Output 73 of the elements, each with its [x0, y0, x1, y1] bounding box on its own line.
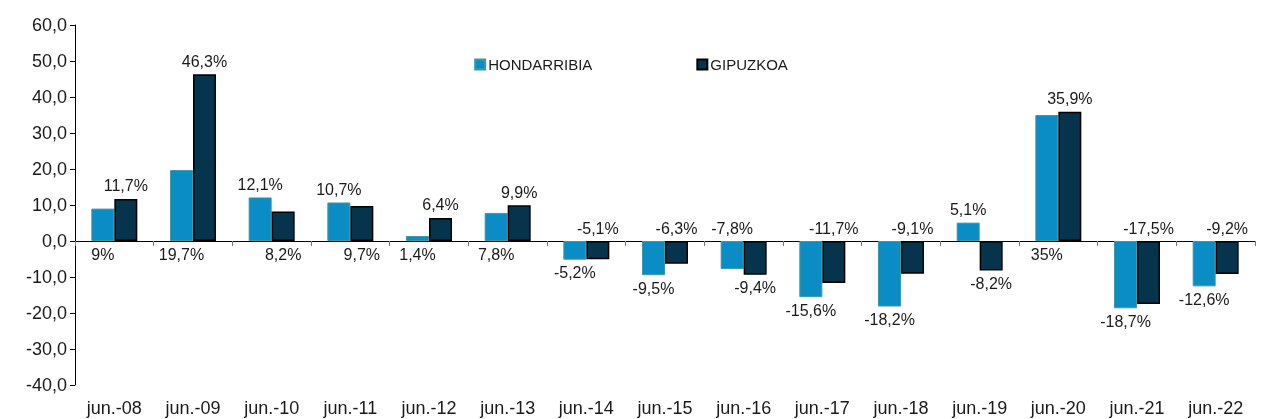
data-label: 19,7%	[158, 245, 205, 263]
bar	[563, 241, 587, 260]
y-tick-label: -20,0	[25, 303, 67, 323]
x-tick-label: jun.-17	[793, 398, 850, 418]
bar	[91, 208, 115, 241]
data-label: -6,3%	[655, 219, 698, 237]
bar	[642, 241, 665, 276]
bar	[956, 222, 980, 241]
data-label: -18,7%	[1100, 312, 1151, 330]
data-label: 9%	[91, 245, 115, 263]
y-tick-label: -30,0	[25, 339, 67, 359]
x-tick-label: jun.-12	[400, 398, 457, 418]
data-label: -15,6%	[785, 301, 837, 319]
bar	[878, 241, 901, 307]
data-label: 8,2%	[264, 245, 302, 263]
x-tick-label: jun.-15	[636, 398, 693, 418]
data-label: 5,1%	[949, 201, 987, 219]
data-label: -7,8%	[711, 219, 754, 237]
data-label: 9,7%	[343, 245, 381, 263]
data-label: -8,2%	[970, 275, 1013, 293]
data-label: -5,2%	[553, 264, 596, 282]
data-label: -18,2%	[864, 311, 915, 329]
data-label: -9,4%	[734, 279, 777, 297]
data-label: 7,8%	[477, 245, 515, 263]
x-tick-label: jun.-10	[243, 398, 300, 418]
data-label: -12,6%	[1178, 290, 1230, 308]
data-label: 10,7%	[316, 180, 362, 198]
x-tick-label: jun.-11	[322, 398, 378, 418]
legend-label: HONDARRIBIA	[488, 56, 593, 73]
x-tick-label: jun.-14	[557, 398, 614, 418]
x-tick-label: jun.-09	[164, 398, 221, 418]
data-label: 6,4%	[422, 196, 459, 214]
data-label: 35%	[1030, 245, 1063, 263]
data-label: 1,4%	[399, 245, 436, 263]
bar	[1035, 115, 1059, 241]
data-label: -17,5%	[1123, 219, 1174, 237]
y-tick-label: 50,0	[31, 51, 67, 71]
x-tick-label: jun.-20	[1029, 398, 1086, 418]
data-label: 11,7%	[103, 177, 148, 195]
bar	[1192, 241, 1216, 287]
data-label: 35,9%	[1047, 90, 1093, 108]
data-label: 46,3%	[181, 52, 228, 70]
y-tick-label: 10,0	[31, 195, 67, 215]
bar	[484, 212, 508, 241]
y-tick-label: 60,0	[31, 15, 67, 35]
data-label: -9,5%	[632, 279, 675, 297]
bar	[799, 241, 823, 298]
bar	[1114, 241, 1137, 309]
y-tick-label: 20,0	[31, 159, 67, 179]
data-label: -9,1%	[891, 219, 934, 237]
bar	[327, 202, 351, 241]
y-tick-label: -10,0	[25, 267, 67, 287]
y-tick-label: -40,0	[25, 375, 67, 395]
bar	[406, 235, 429, 241]
x-tick-label: jun.-21	[1108, 398, 1165, 418]
data-label: 9,9%	[500, 183, 538, 201]
data-label: -9,2%	[1206, 219, 1249, 237]
data-label: 12,1%	[237, 175, 283, 193]
data-label: -5,1%	[576, 219, 619, 237]
x-tick-label: jun.-18	[872, 398, 929, 418]
x-tick-label: jun.-13	[479, 398, 536, 418]
bar	[720, 241, 744, 270]
y-tick-label: 40,0	[31, 87, 67, 107]
x-tick-label: jun.-08	[85, 398, 142, 418]
data-label: -11,7%	[809, 219, 859, 237]
x-tick-label: jun.-16	[715, 398, 772, 418]
y-tick-label: 30,0	[31, 123, 67, 143]
y-tick-label: 0,0	[41, 231, 67, 251]
legend-label: GIPUZKOA	[710, 56, 788, 73]
bar	[170, 170, 193, 241]
x-tick-label: jun.-19	[951, 398, 1008, 418]
bar	[248, 197, 272, 241]
x-tick-label: jun.-22	[1187, 398, 1244, 418]
